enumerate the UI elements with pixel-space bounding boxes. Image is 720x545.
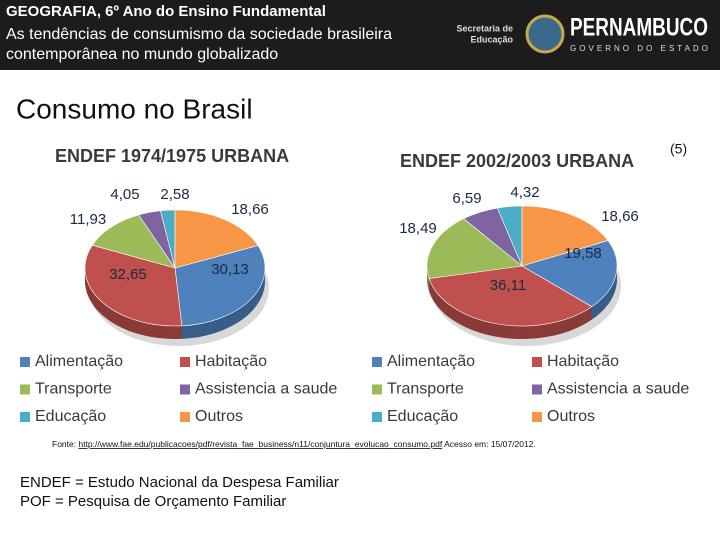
logo-state: PERNAMBUCO: [570, 14, 708, 42]
data-label: 18,66: [231, 201, 269, 218]
data-label: 11,93: [70, 211, 106, 228]
reference: (5): [670, 141, 687, 157]
legend-swatch: [20, 412, 30, 422]
data-label: 30,13: [211, 261, 249, 278]
data-label: 32,65: [109, 266, 147, 283]
legend-label: Habitação: [547, 353, 619, 370]
data-label: 19,58: [564, 245, 602, 262]
note: ENDEF = Estudo Nacional da Despesa Famil…: [20, 474, 339, 491]
legend-label: Alimentação: [35, 353, 123, 370]
subtitle: As tendências de consumismo da sociedade…: [6, 26, 392, 43]
legend-swatch: [20, 384, 30, 395]
course: GEOGRAFIA, 6º Ano do Ensino Fundamental: [6, 3, 326, 20]
slice: [521, 240, 618, 308]
chart-title: ENDEF 1974/1975 URBANA: [55, 146, 289, 166]
data-label: 2,58: [160, 186, 189, 203]
legend-swatch: [180, 412, 190, 422]
logo-text: Educação: [470, 34, 513, 44]
note: POF = Pesquisa de Orçamento Familiar: [20, 493, 286, 510]
slice: [174, 245, 266, 327]
source-prefix: Fonte:: [52, 439, 76, 449]
legend-label: Transporte: [387, 381, 464, 398]
legend-label: Alimentação: [387, 353, 475, 370]
legend-swatch: [372, 384, 382, 395]
subtitle: contemporânea no mundo globalizado: [6, 46, 278, 63]
slice: [426, 218, 523, 279]
legend-swatch: [180, 357, 190, 367]
data-label: 36,11: [490, 277, 526, 294]
data-label: 4,05: [110, 186, 139, 203]
legend-label: Habitação: [195, 353, 267, 370]
legend-label: Educação: [387, 408, 458, 425]
legend-label: Transporte: [35, 381, 112, 398]
legend-label: Assistencia a saude: [195, 381, 337, 398]
legend-swatch: [180, 384, 190, 395]
header-band: [0, 0, 720, 70]
logo-gov: GOVERNO DO ESTADO: [570, 44, 708, 53]
data-label: 18,49: [399, 220, 437, 237]
legend-swatch: [532, 384, 542, 395]
source-access: Acesso em: 15/07/2012.: [444, 439, 536, 449]
legend-swatch: [532, 412, 542, 422]
source: Fonte: http://www.fae.edu/publicacoes/pd…: [52, 439, 536, 449]
slice: [428, 265, 593, 327]
legend-label: Educação: [35, 408, 106, 425]
chart-title: ENDEF 2002/2003 URBANA: [400, 151, 634, 171]
slice: [521, 205, 609, 267]
slice: [174, 209, 259, 269]
legend-label: Outros: [547, 408, 595, 425]
logo-emblem: [525, 14, 565, 54]
logo-text: Secretaria de: [456, 23, 513, 33]
legend-swatch: [372, 357, 382, 367]
legend-label: Assistencia a saude: [547, 381, 689, 398]
legend-swatch: [20, 357, 30, 367]
source-link[interactable]: http://www.fae.edu/publicacoes/pdf/revis…: [78, 439, 442, 449]
data-label: 4,32: [510, 184, 539, 201]
slice: [84, 244, 183, 327]
legend-swatch: [532, 357, 542, 367]
slice: [91, 214, 176, 269]
data-label: 18,66: [601, 208, 639, 225]
legend-swatch: [372, 412, 382, 422]
slide-title: Consumo no Brasil: [16, 93, 253, 124]
data-label: 6,59: [452, 190, 481, 207]
legend-label: Outros: [195, 408, 243, 425]
